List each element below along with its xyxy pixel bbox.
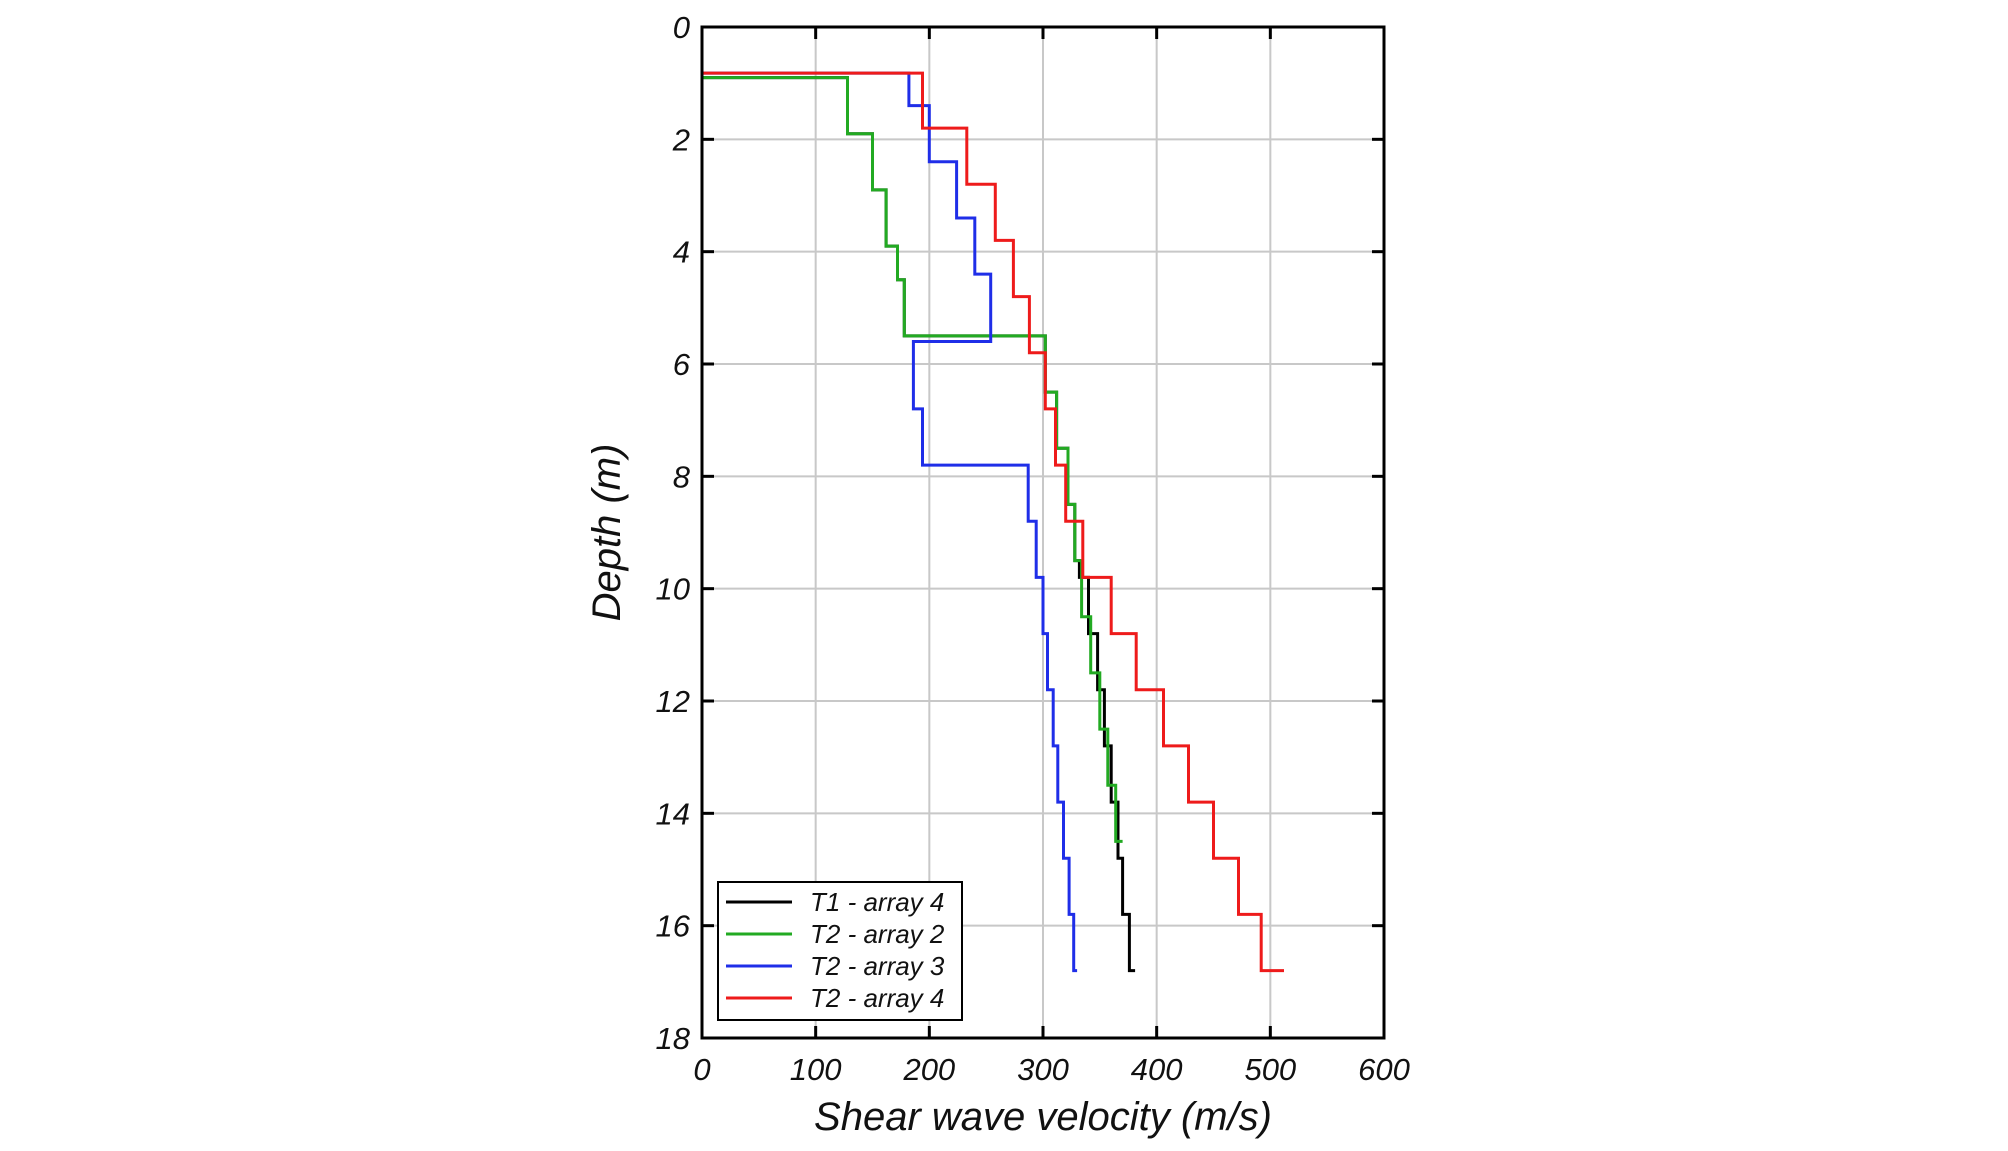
y-tick-label: 18 [656, 1021, 691, 1056]
legend-items: T1 - array 4T2 - array 2T2 - array 3T2 -… [726, 887, 945, 1013]
x-tick-label: 0 [693, 1052, 710, 1087]
legend-label-2: T2 - array 2 [810, 919, 945, 949]
tick-labels: 0 100 200 300 400 500 600 0 2 4 6 8 10 12 14 16 18 [656, 10, 1410, 1087]
series-line-2 [700, 27, 1123, 843]
x-tick-label: 500 [1244, 1052, 1296, 1087]
y-tick-label: 6 [673, 347, 691, 382]
x-tick-label: 200 [902, 1052, 955, 1087]
y-tick-label: 12 [656, 684, 690, 719]
y-tick-label: 10 [656, 572, 690, 607]
y-tick-label: 16 [656, 909, 691, 944]
x-tick-label: 400 [1131, 1052, 1183, 1087]
y-tick-label: 0 [673, 10, 690, 45]
legend: T1 - array 4T2 - array 2T2 - array 3T2 -… [717, 881, 963, 1021]
y-axis-title: Depth (m) [585, 444, 629, 622]
grid [702, 27, 1384, 1038]
legend-label-4: T2 - array 4 [810, 983, 944, 1013]
y-tick-label: 14 [656, 796, 690, 831]
legend-label-3: T2 - array 3 [810, 951, 945, 981]
y-tick-label: 8 [673, 459, 691, 494]
series-line-4 [700, 27, 1284, 973]
x-tick-label: 100 [790, 1052, 842, 1087]
x-tick-label: 300 [1017, 1052, 1069, 1087]
series-lines [700, 27, 1284, 973]
x-axis-title: Shear wave velocity (m/s) [814, 1095, 1272, 1139]
y-tick-label: 2 [672, 122, 690, 157]
y-tick-label: 4 [673, 235, 690, 270]
x-tick-label: 600 [1358, 1052, 1410, 1087]
series-line-1 [700, 27, 1136, 973]
legend-label-1: T1 - array 4 [810, 887, 944, 917]
series-line-3 [700, 27, 1078, 973]
axis-ticks [702, 27, 1384, 1038]
